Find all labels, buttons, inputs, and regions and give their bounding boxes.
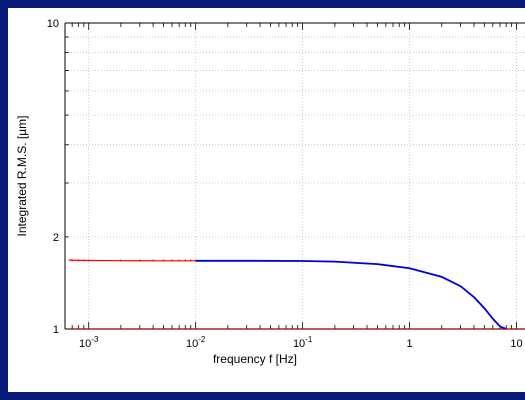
series-point [171,259,173,262]
series-point [138,259,141,262]
series-point [184,259,187,262]
chart-frame: 10-3 10-2 10-1 1 10 1 2 10 frequency f [Hz] Integ… [8,8,525,392]
series-point [152,259,155,262]
series-point [120,259,122,262]
y-tick-label: 2 [53,232,59,244]
x-tick-label: 10 [510,338,522,350]
series-point [87,259,90,262]
series-point [189,259,192,262]
series-line-0 [68,259,196,262]
series-point [77,259,80,262]
series-line-1 [195,259,507,330]
y-tick-label: 10 [47,18,59,30]
x-tick-label: 10-1 [293,335,313,350]
x-axis-label: frequency f [Hz] [213,352,297,366]
x-tick-label: 1 [407,338,413,350]
y-tick-label: 1 [53,324,59,336]
x-tick-label: 10-3 [79,335,99,350]
plot-area [65,23,525,329]
y-axis-label: Integrated R.M.S. [µm] [15,116,29,237]
series-point [71,259,74,262]
rms-chart: 10-3 10-2 10-1 1 10 1 2 10 frequency f [Hz] Integ… [15,18,525,366]
series-point [82,259,85,262]
series-point [178,259,181,262]
series-point [162,259,165,262]
x-tick-label: 10-2 [186,335,206,350]
